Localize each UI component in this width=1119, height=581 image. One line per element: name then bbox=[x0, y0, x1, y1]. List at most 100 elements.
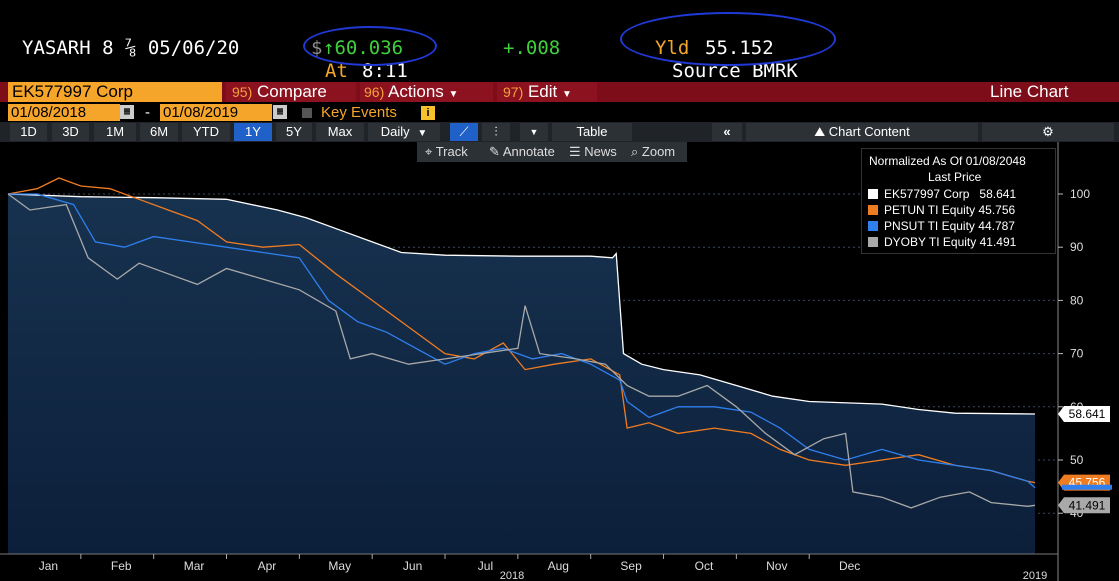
chart-content-button[interactable]: ⛰ Chart Content bbox=[746, 123, 978, 141]
table-button[interactable]: Table bbox=[552, 123, 632, 141]
actions-menu[interactable]: 96) Actions ▼ bbox=[360, 82, 493, 102]
chart-toolbar: 1D 3D 1M 6M YTD 1Y 5Y Max Daily ▼ ⟋ ⫶ ▼ … bbox=[0, 122, 1119, 142]
zoom-tool[interactable]: ⌕ Zoom bbox=[631, 142, 675, 162]
start-calendar-icon[interactable]: ▦ bbox=[120, 105, 134, 119]
track-tool[interactable]: ⌖ Track bbox=[425, 142, 468, 162]
compare-number: 95) bbox=[232, 84, 253, 100]
price-change: +.008 bbox=[503, 37, 561, 59]
x-tick-label: Apr bbox=[258, 559, 277, 573]
compare-label: Compare bbox=[256, 82, 327, 101]
price-tag-label: 58.641 bbox=[1069, 407, 1106, 421]
series-line-3 bbox=[7, 193, 1036, 509]
x-tick-label: Mar bbox=[184, 559, 205, 573]
end-calendar-icon[interactable]: ▦ bbox=[273, 105, 287, 119]
legend-item-name: PETUN TI Equity bbox=[884, 203, 976, 217]
legend-swatch bbox=[868, 205, 878, 215]
series-line-0 bbox=[7, 193, 1036, 415]
legend-item[interactable]: PETUN TI Equity 45.756 bbox=[868, 203, 1015, 217]
ticker-label: YASARH 8 ⅞ 05/06/20 bbox=[22, 37, 240, 59]
series-line-2 bbox=[8, 193, 1036, 489]
source-label: Source BMRK bbox=[672, 60, 798, 82]
legend-item[interactable]: DYOBY TI Equity 41.491 bbox=[868, 235, 1016, 249]
annotate-label: Annotate bbox=[502, 144, 555, 159]
x-tick-label: Jun bbox=[403, 559, 422, 573]
legend-swatch bbox=[868, 189, 878, 199]
legend-item-value: 45.756 bbox=[978, 203, 1016, 217]
period-max[interactable]: Max bbox=[316, 123, 364, 141]
start-date-field[interactable]: 01/08/2018 bbox=[8, 104, 120, 121]
legend-item[interactable]: PNSUT TI Equity 44.787 bbox=[868, 219, 1015, 233]
at-label: At bbox=[325, 60, 348, 82]
period-3d[interactable]: 3D bbox=[52, 123, 89, 141]
chart-content-label: Chart Content bbox=[828, 124, 910, 139]
period-1y[interactable]: 1Y bbox=[234, 123, 272, 141]
x-tick-label: Sep bbox=[620, 559, 642, 573]
x-tick-label: Dec bbox=[839, 559, 860, 573]
bar-chart-icon[interactable]: ⫶ bbox=[482, 123, 510, 141]
news-icon: ☰ bbox=[569, 144, 581, 159]
news-label: News bbox=[584, 144, 617, 159]
view-title: Line Chart bbox=[990, 82, 1069, 101]
period-1d[interactable]: 1D bbox=[10, 123, 47, 141]
y-tick-label: 70 bbox=[1070, 347, 1084, 361]
key-events-label[interactable]: Key Events bbox=[321, 104, 397, 121]
legend-item-name: PNSUT TI Equity bbox=[884, 219, 975, 233]
track-label: Track bbox=[435, 144, 468, 159]
date-dash: - bbox=[145, 104, 150, 121]
edit-menu[interactable]: 97) Edit ▼ bbox=[497, 82, 597, 102]
actions-number: 96) bbox=[364, 84, 385, 100]
series-area-0 bbox=[8, 194, 1035, 554]
actions-dropdown-icon: ▼ bbox=[448, 89, 459, 100]
date-range-row: 01/08/2018 ▦ - 01/08/2019 ▦ Key Events i bbox=[0, 102, 1119, 122]
security-field[interactable]: EK577997 Corp bbox=[8, 82, 222, 102]
y-tick-label: 90 bbox=[1070, 240, 1084, 254]
period-6m[interactable]: 6M bbox=[140, 123, 178, 141]
x-tick-label: May bbox=[328, 559, 351, 573]
chart-type-dropdown-icon[interactable]: ▼ bbox=[520, 123, 548, 141]
x-year-label: 2018 bbox=[500, 570, 524, 581]
edit-number: 97) bbox=[503, 84, 524, 100]
frequency-label: Daily bbox=[380, 124, 410, 139]
x-tick-label: Nov bbox=[766, 559, 787, 573]
x-year-label-right: 2019 bbox=[1023, 570, 1047, 581]
legend-item[interactable]: EK577997 Corp 58.641 bbox=[868, 187, 1016, 201]
pencil-icon: ✎ bbox=[489, 144, 500, 159]
x-tick-label: Aug bbox=[548, 559, 569, 573]
legend-item-value: 58.641 bbox=[979, 187, 1017, 201]
period-ytd[interactable]: YTD bbox=[182, 123, 230, 141]
line-chart-icon[interactable]: ⟋ bbox=[450, 123, 478, 141]
legend-item-name: DYOBY TI Equity bbox=[884, 235, 977, 249]
x-tick-label: Oct bbox=[695, 559, 714, 573]
news-tool[interactable]: ☰ News bbox=[569, 142, 617, 162]
price-tag bbox=[1058, 406, 1110, 423]
edit-dropdown-icon: ▼ bbox=[562, 89, 572, 100]
price-tag-label: 41.491 bbox=[1069, 498, 1106, 512]
y-tick-label: 100 bbox=[1070, 187, 1090, 201]
period-5y[interactable]: 5Y bbox=[276, 123, 312, 141]
actions-label: Actions bbox=[388, 82, 444, 101]
x-tick-label: Jan bbox=[39, 559, 58, 573]
frequency-dropdown[interactable]: Daily ▼ bbox=[368, 123, 440, 141]
y-tick-label: 50 bbox=[1070, 453, 1084, 467]
legend-swatch bbox=[868, 221, 878, 231]
yield-annotation-circle bbox=[620, 12, 836, 66]
security-header: YASARH 8 ⅞ 05/06/20 $ ↑60.036 +.008 Yld … bbox=[0, 0, 1119, 82]
end-date-field[interactable]: 01/08/2019 bbox=[160, 104, 272, 121]
y-tick-label: 80 bbox=[1070, 293, 1084, 307]
function-bar: EK577997 Corp 95) Compare 96) Actions ▼ … bbox=[0, 82, 1119, 102]
key-events-checkbox[interactable] bbox=[302, 108, 312, 118]
x-tick-label: Jul bbox=[478, 559, 493, 573]
info-icon[interactable]: i bbox=[421, 106, 435, 120]
legend-swatch bbox=[868, 237, 878, 247]
collapse-left-icon[interactable]: « bbox=[712, 123, 742, 141]
annotate-tool[interactable]: ✎ Annotate bbox=[489, 142, 555, 162]
compare-menu[interactable]: 95) Compare bbox=[226, 82, 356, 102]
edit-label: Edit bbox=[527, 82, 558, 101]
legend-item-name: EK577997 Corp bbox=[884, 187, 970, 201]
settings-gear-icon[interactable]: ⚙ bbox=[982, 123, 1114, 141]
legend-subtitle: Last Price bbox=[928, 170, 982, 184]
price-tag bbox=[1058, 497, 1110, 514]
chart-legend: Normalized As Of 01/08/2048 Last Price E… bbox=[861, 148, 1056, 254]
period-1m[interactable]: 1M bbox=[94, 123, 136, 141]
frequency-chevron-icon: ▼ bbox=[417, 128, 428, 139]
